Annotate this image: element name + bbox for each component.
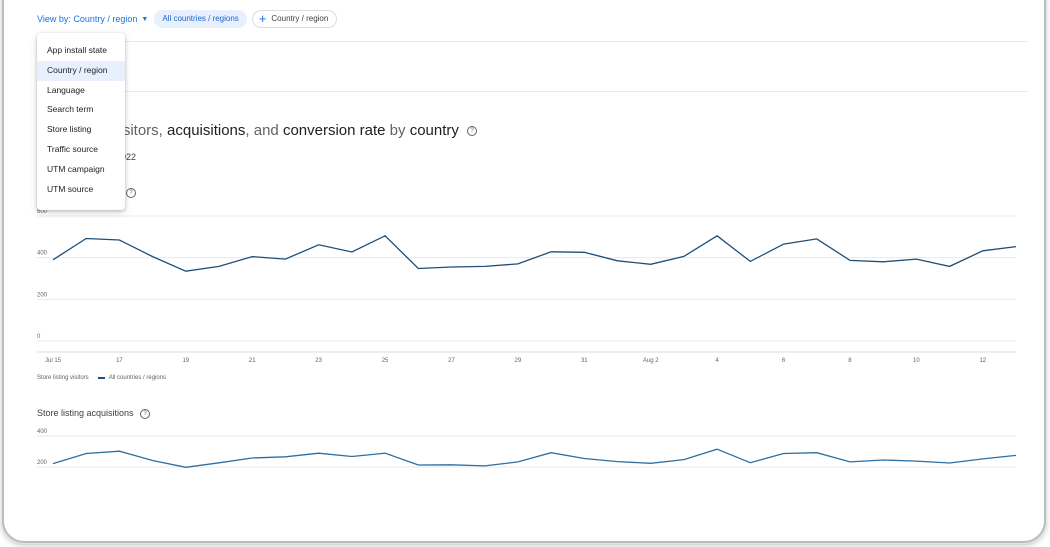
- plus-icon: +: [258, 11, 267, 26]
- title-part: , and: [245, 122, 283, 139]
- acquisitions-title: Store listing acquisitions ?: [37, 408, 151, 419]
- title-part: by: [385, 122, 410, 139]
- chart-title: visitors, acquisitions, and conversion r…: [112, 122, 478, 139]
- x-tick-label: 4: [715, 358, 719, 364]
- x-tick-label: 31: [581, 358, 588, 364]
- view-toolbar: View by: Country / region ▼ All countrie…: [37, 9, 338, 29]
- menu-item-search-term[interactable]: Search term: [47, 104, 94, 115]
- x-tick-label: 10: [913, 358, 920, 364]
- all-countries-chip[interactable]: All countries / regions: [154, 10, 247, 28]
- legend-metric: Store listing visitors: [37, 375, 89, 381]
- chart-legend: Store listing visitors All countries / r…: [37, 375, 166, 381]
- x-tick-label: Aug 2: [643, 358, 659, 364]
- help-icon[interactable]: ?: [140, 408, 151, 419]
- menu-item-utm-campaign[interactable]: UTM campaign: [47, 163, 105, 174]
- add-chip-label: Country / region: [271, 14, 329, 23]
- title-conversion-rate: conversion rate: [282, 122, 386, 139]
- x-tick-label: 8: [848, 358, 852, 364]
- x-tick-label: 17: [116, 358, 123, 364]
- menu-item-language[interactable]: Language: [47, 84, 85, 95]
- help-icon[interactable]: ?: [126, 188, 136, 198]
- title-acquisitions: acquisitions: [167, 122, 246, 139]
- y-tick-label: 600: [37, 209, 48, 215]
- date-range: 2022: [116, 152, 137, 162]
- caret-down-icon: ▼: [141, 15, 149, 23]
- help-icon[interactable]: ?: [467, 126, 478, 137]
- menu-item-traffic-source[interactable]: Traffic source: [47, 143, 99, 154]
- divider: [37, 41, 1028, 42]
- y-tick-label: 400: [37, 251, 48, 257]
- divider: [37, 91, 1028, 92]
- menu-item-country-region[interactable]: Country / region: [37, 60, 125, 81]
- x-tick-label: 21: [249, 358, 256, 364]
- x-tick-label: 23: [315, 358, 322, 364]
- add-country-chip[interactable]: + Country / region: [251, 10, 338, 28]
- y-tick-label: 400: [37, 429, 48, 435]
- x-tick-label: 29: [515, 358, 522, 364]
- legend-series[interactable]: All countries / regions: [108, 375, 167, 381]
- view-by-menu: App install state Country / region Languag…: [37, 33, 125, 210]
- x-tick-label: 25: [382, 358, 389, 364]
- y-tick-label: 200: [37, 460, 48, 466]
- x-tick-label: 19: [182, 358, 189, 364]
- title-country: country: [409, 122, 459, 139]
- view-by-dropdown[interactable]: View by: Country / region ▼: [37, 14, 148, 24]
- menu-item-app-install-state[interactable]: App install state: [47, 45, 108, 55]
- y-tick-label: 0: [37, 334, 41, 340]
- series-line: [52, 235, 1017, 272]
- view-by-label: View by: Country / region: [37, 14, 138, 24]
- x-tick-label: 12: [979, 358, 986, 364]
- series-line: [52, 448, 1017, 468]
- menu-item-store-listing[interactable]: Store listing: [47, 124, 92, 135]
- x-tick-label: 6: [782, 358, 786, 364]
- legend-swatch: [97, 377, 105, 379]
- acquisitions-title-label: Store listing acquisitions: [37, 408, 134, 418]
- y-tick-label: 200: [37, 292, 48, 298]
- menu-item-utm-source[interactable]: UTM source: [47, 183, 94, 194]
- x-tick-label: Jul 15: [45, 358, 62, 364]
- visitors-chart: 0 200 400 600 Jul 15 17 19 21 23 25 27 29 31 Aug 2 4 6 8…: [37, 209, 1017, 364]
- x-tick-label: 27: [448, 358, 455, 364]
